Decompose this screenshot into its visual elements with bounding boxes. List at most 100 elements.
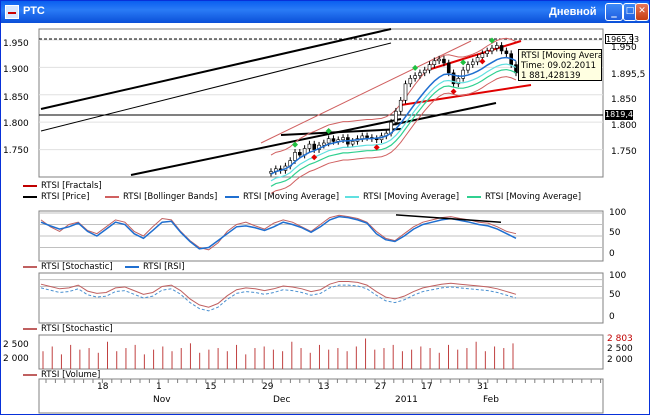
candle-body <box>360 135 365 139</box>
tooltip-series: RTSI [Moving Average] <box>521 51 601 61</box>
day-label: 13 <box>318 382 330 392</box>
bollinger-upper <box>270 37 517 156</box>
fractal-marker <box>292 141 299 148</box>
candle-body <box>461 69 465 79</box>
fractal-markers <box>292 37 495 161</box>
legend-swatch <box>23 265 37 268</box>
price-candles <box>269 42 518 177</box>
chart-app-icon <box>5 5 19 19</box>
osc-trend-line <box>395 214 502 223</box>
trend-lines <box>39 28 603 176</box>
right-price-tick: 1.800 <box>611 121 637 131</box>
candle-body <box>341 137 345 141</box>
close-button[interactable]: ✕ <box>635 3 649 21</box>
moving-average-line <box>270 56 517 175</box>
legend-swatch <box>125 265 139 268</box>
candle-body <box>298 152 302 156</box>
window-title: РТС <box>23 5 45 17</box>
candle-body <box>413 75 417 79</box>
legend-moving-average: RTSI [Moving Average] <box>225 192 339 202</box>
day-label: 15 <box>205 382 217 392</box>
candle-body <box>322 142 326 146</box>
legend-fractals: RTSI [Fractals] <box>23 181 102 191</box>
candle-body <box>442 58 446 64</box>
fractal-marker <box>325 127 332 134</box>
fractal-marker <box>412 64 419 71</box>
stoch-tick: 50 <box>609 290 621 300</box>
month-label: 2011 <box>395 395 418 405</box>
high-price-tag: 1965,93 <box>605 34 640 44</box>
osc-tick: 0 <box>609 249 615 259</box>
oscillator-lines <box>39 212 603 251</box>
price-tick: 1.750 <box>3 146 29 156</box>
candle-body <box>427 64 432 71</box>
price-panel[interactable] <box>38 28 604 178</box>
candle-body <box>504 50 509 54</box>
candle-body <box>403 83 408 101</box>
moving-average-line <box>270 68 517 187</box>
candle-body <box>494 45 499 49</box>
candle-body <box>331 138 336 142</box>
volume-tick: 2 500 <box>607 344 633 354</box>
candle-body <box>451 72 456 85</box>
legend-swatch <box>345 195 359 198</box>
legend-moving-average: RTSI [Moving Average] <box>467 192 581 202</box>
legend-swatch <box>467 195 481 198</box>
candle-body <box>432 60 437 65</box>
legend-rsi: RTSI [RSI] <box>125 262 185 272</box>
day-label: 1 <box>156 382 162 392</box>
day-label: 17 <box>421 382 433 392</box>
candle-body <box>398 99 403 112</box>
right-price-tick: 1.895,5 <box>611 70 646 80</box>
legend-moving-average: RTSI [Moving Average] <box>345 192 459 202</box>
candle-body <box>269 171 273 174</box>
candle-body <box>499 45 504 52</box>
legend-volume: RTSI [Volume] <box>23 370 100 380</box>
tooltip-value: 1 881,428139 <box>521 71 581 81</box>
fractal-marker <box>460 59 467 66</box>
stoch-tick: 100 <box>609 271 627 281</box>
volume-current: 2 803 <box>607 334 633 344</box>
stochastic-line <box>40 214 517 251</box>
candle-body <box>350 141 355 145</box>
chart-area[interactable] <box>1 23 649 415</box>
fractal-marker <box>450 88 457 95</box>
candle-body <box>470 61 475 65</box>
price-tick: 1.950 <box>3 39 29 49</box>
volume-tick: 2 500 <box>3 340 29 350</box>
price-tick: 1.900 <box>3 65 29 75</box>
price-tick: 1.800 <box>3 119 29 129</box>
fractal-marker <box>488 37 495 44</box>
data-tooltip: RTSI [Moving Average] Time: 09.02.2011 1… <box>518 49 602 81</box>
candle-body <box>485 50 489 54</box>
legend-swatch <box>23 195 37 198</box>
candle-body <box>422 69 427 74</box>
price-tick: 1.850 <box>3 93 29 103</box>
signal-line <box>40 284 517 312</box>
candle-body <box>326 138 331 144</box>
candle-body <box>365 135 369 138</box>
candle-body <box>394 110 398 123</box>
legend-swatch <box>225 195 239 198</box>
osc-tick: 100 <box>609 208 627 218</box>
title-bar[interactable]: РТС Дневной _ □ ✕ <box>1 1 649 23</box>
candle-body <box>466 64 470 71</box>
stoch-tick: 0 <box>609 312 615 322</box>
candle-body <box>490 47 494 52</box>
bollinger-lower <box>270 76 517 194</box>
legend-swatch <box>105 195 119 198</box>
day-label: 31 <box>477 382 489 392</box>
right-price-tick: 1.950 <box>611 43 637 53</box>
candle-body <box>480 53 485 58</box>
low-price-tag: 1819,48 <box>605 110 639 120</box>
candle-body <box>418 72 422 76</box>
candle-body <box>307 143 312 149</box>
minimize-button[interactable]: _ <box>605 3 623 21</box>
legend-swatch <box>23 373 37 376</box>
candle-body <box>456 78 461 85</box>
month-label: Feb <box>483 395 499 405</box>
moving-average-lines <box>270 56 517 187</box>
volume-panel[interactable] <box>38 334 604 370</box>
legend-stochastic: RTSI [Stochastic] <box>23 262 113 272</box>
